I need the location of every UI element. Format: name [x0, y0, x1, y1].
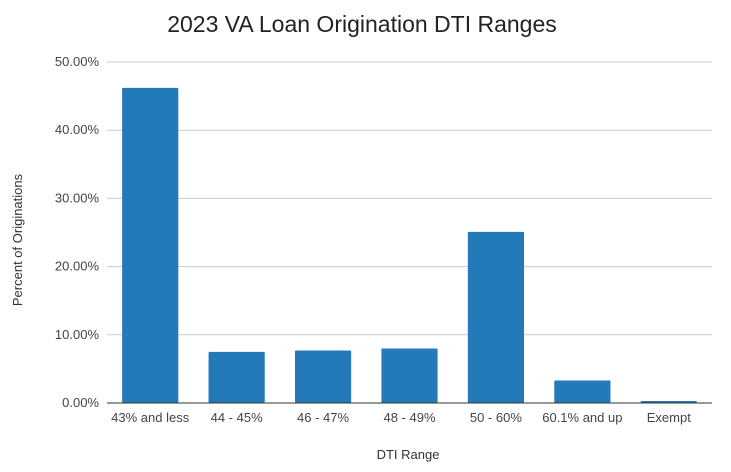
- bar: [208, 351, 265, 403]
- x-tick-label: 50 - 60%: [470, 410, 522, 425]
- bar: [467, 231, 525, 403]
- bar: [381, 348, 438, 403]
- y-tick-label: 40.00%: [55, 122, 100, 137]
- x-axis-title: DTI Range: [377, 447, 440, 462]
- bar: [294, 350, 352, 403]
- y-tick-label: 0.00%: [62, 395, 99, 410]
- y-axis-ticks: 0.00% 10.00% 20.00% 30.00% 40.00% 50.00%: [55, 54, 100, 410]
- gridlines: [107, 61, 712, 336]
- y-tick-label: 10.00%: [55, 327, 100, 342]
- x-tick-label: 44 - 45%: [211, 410, 263, 425]
- bar: [554, 380, 611, 403]
- x-axis-ticks: 43% and less 44 - 45% 46 - 47% 48 - 49% 50 -…: [111, 410, 691, 425]
- chart-title: 2023 VA Loan Origination DTI Ranges: [167, 11, 557, 37]
- y-tick-label: 30.00%: [55, 190, 100, 205]
- x-tick-label: 43% and less: [111, 410, 190, 425]
- bars: [122, 87, 697, 403]
- x-tick-label: Exempt: [647, 410, 691, 425]
- y-tick-label: 20.00%: [55, 259, 100, 274]
- x-tick-label: 48 - 49%: [383, 410, 435, 425]
- x-tick-label: 46 - 47%: [297, 410, 349, 425]
- bar: [640, 400, 697, 403]
- y-axis-title: Percent of Originations: [10, 173, 25, 306]
- bar: [122, 87, 179, 403]
- x-tick-label: 60.1% and up: [542, 410, 622, 425]
- y-tick-label: 50.00%: [55, 54, 100, 69]
